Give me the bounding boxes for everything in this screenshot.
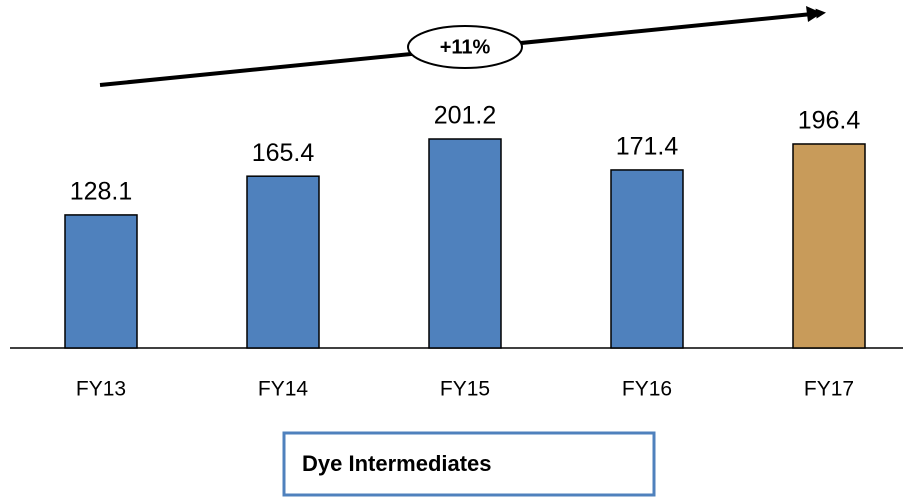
bar: [246, 175, 320, 349]
value-label: 201.2: [434, 102, 497, 130]
arrow-head: [806, 6, 822, 22]
value-label: 171.4: [616, 133, 679, 161]
bar: [64, 214, 138, 349]
bar: [610, 169, 684, 349]
x-tick-label: FY14: [258, 378, 309, 401]
bar: [428, 138, 502, 349]
annotation: +11%: [440, 36, 491, 58]
x-tick-label: FY16: [622, 378, 672, 401]
caption-box: [282, 431, 656, 497]
chart-title: Dye Intermediates: [302, 451, 492, 476]
x-tick-label: FY17: [804, 378, 854, 401]
x-tick-label: FY13: [76, 378, 126, 401]
x-tick-label: FY15: [440, 378, 490, 401]
value-label: 196.4: [798, 107, 861, 135]
value-label: 165.4: [252, 139, 315, 167]
bar: [792, 143, 866, 349]
annotation-bubble: [407, 25, 523, 69]
value-label: 128.1: [70, 178, 133, 206]
